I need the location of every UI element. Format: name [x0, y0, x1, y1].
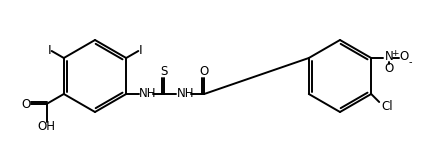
- Text: S: S: [161, 64, 168, 78]
- Text: O: O: [400, 51, 409, 64]
- Text: O: O: [384, 61, 394, 75]
- Text: -: -: [408, 57, 412, 67]
- Text: +: +: [391, 49, 399, 58]
- Text: NH: NH: [176, 86, 194, 100]
- Text: I: I: [48, 43, 51, 57]
- Text: Cl: Cl: [381, 100, 393, 112]
- Text: O: O: [200, 64, 209, 78]
- Text: OH: OH: [38, 119, 55, 133]
- Text: NH: NH: [138, 86, 156, 100]
- Text: I: I: [139, 43, 142, 57]
- Text: N: N: [385, 51, 394, 64]
- Text: O: O: [21, 97, 30, 110]
